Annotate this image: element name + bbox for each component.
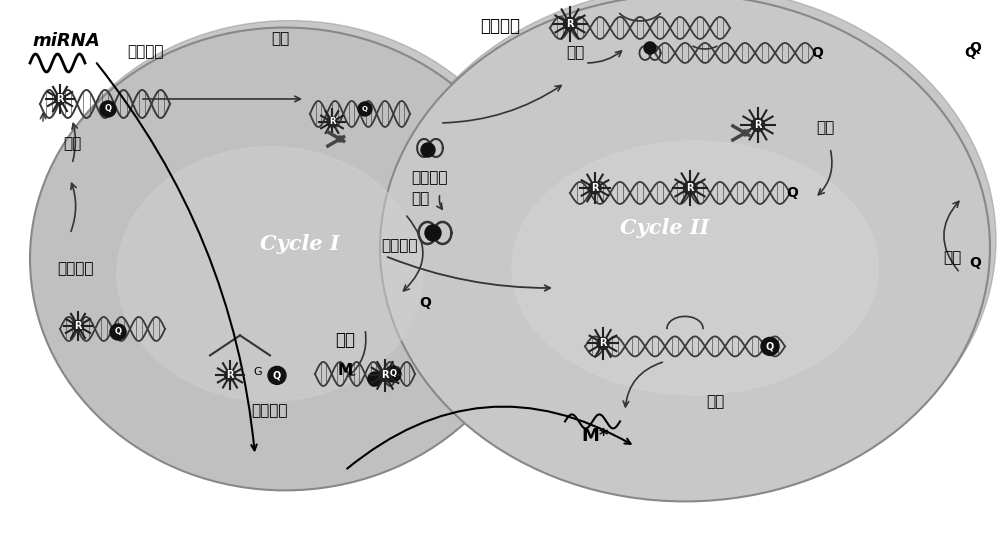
Ellipse shape bbox=[117, 147, 423, 401]
Ellipse shape bbox=[30, 28, 540, 490]
Circle shape bbox=[742, 130, 748, 136]
Circle shape bbox=[683, 181, 697, 195]
Circle shape bbox=[268, 366, 286, 385]
Circle shape bbox=[421, 143, 435, 157]
Text: R: R bbox=[74, 321, 82, 331]
Text: 触发反应: 触发反应 bbox=[127, 44, 163, 59]
Text: Q: Q bbox=[964, 46, 976, 60]
Circle shape bbox=[589, 182, 601, 194]
Circle shape bbox=[358, 102, 372, 116]
Text: 酶切: 酶切 bbox=[816, 121, 834, 136]
Text: miRNA: miRNA bbox=[32, 32, 100, 50]
Text: Q: Q bbox=[969, 256, 981, 270]
Circle shape bbox=[385, 366, 401, 382]
Circle shape bbox=[425, 225, 441, 241]
Text: R: R bbox=[591, 183, 599, 193]
Text: 循环: 循环 bbox=[943, 251, 961, 266]
Circle shape bbox=[224, 370, 236, 381]
Text: R: R bbox=[686, 183, 694, 193]
Circle shape bbox=[337, 136, 343, 142]
Circle shape bbox=[54, 94, 66, 105]
Ellipse shape bbox=[35, 20, 545, 483]
Text: 循环: 循环 bbox=[411, 191, 429, 207]
Text: M*: M* bbox=[581, 428, 609, 445]
Circle shape bbox=[597, 337, 609, 349]
Text: R: R bbox=[56, 94, 64, 104]
Text: 线性探针: 线性探针 bbox=[252, 403, 288, 418]
Text: R: R bbox=[754, 120, 762, 130]
Text: Q: Q bbox=[390, 370, 396, 379]
Text: 酶切: 酶切 bbox=[271, 31, 289, 46]
Text: G: G bbox=[254, 368, 262, 377]
Text: R: R bbox=[226, 370, 234, 380]
Text: Q: Q bbox=[786, 186, 798, 200]
Circle shape bbox=[110, 324, 126, 340]
Text: Q: Q bbox=[104, 105, 112, 114]
Text: R: R bbox=[566, 19, 574, 29]
Text: 替换: 替换 bbox=[335, 331, 355, 349]
Text: Q: Q bbox=[766, 342, 774, 352]
Text: 延伸: 延伸 bbox=[566, 45, 584, 61]
Text: 替换: 替换 bbox=[706, 394, 724, 409]
Text: 触发反应: 触发反应 bbox=[382, 239, 418, 253]
Text: Q: Q bbox=[969, 41, 981, 55]
Circle shape bbox=[327, 117, 337, 127]
Circle shape bbox=[100, 101, 116, 117]
Text: R: R bbox=[599, 338, 607, 348]
Text: Q: Q bbox=[114, 327, 122, 337]
Text: 延伸: 延伸 bbox=[63, 137, 81, 152]
Text: 触发反应: 触发反应 bbox=[480, 17, 520, 35]
Text: Q: Q bbox=[362, 106, 368, 112]
Circle shape bbox=[751, 118, 765, 132]
Circle shape bbox=[72, 321, 84, 332]
Circle shape bbox=[563, 17, 577, 30]
Ellipse shape bbox=[512, 141, 878, 395]
Text: M: M bbox=[337, 363, 353, 378]
Text: Cycle II: Cycle II bbox=[620, 218, 710, 238]
Circle shape bbox=[368, 372, 382, 386]
Text: Q: Q bbox=[273, 370, 281, 380]
Text: Cycle I: Cycle I bbox=[260, 234, 340, 254]
Ellipse shape bbox=[380, 0, 990, 501]
Text: 杂交结合: 杂交结合 bbox=[57, 262, 93, 277]
Circle shape bbox=[379, 369, 391, 381]
Circle shape bbox=[644, 42, 656, 54]
Text: R: R bbox=[329, 117, 335, 127]
Text: R: R bbox=[381, 370, 389, 380]
Text: Q: Q bbox=[811, 46, 823, 60]
Text: Q: Q bbox=[419, 296, 431, 310]
Text: 杂交结合: 杂交结合 bbox=[412, 170, 448, 186]
Ellipse shape bbox=[386, 0, 996, 493]
Circle shape bbox=[761, 337, 779, 355]
